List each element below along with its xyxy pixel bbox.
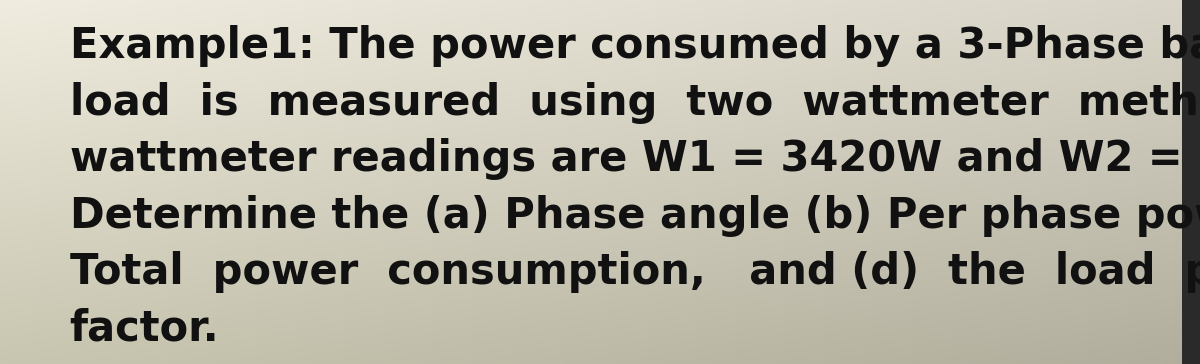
Text: load  is  measured  using  two  wattmeter  method.  The: load is measured using two wattmeter met…	[70, 82, 1200, 124]
Bar	[1182, 0, 1200, 364]
Text: Example1: The power consumed by a 3-Phase balanced: Example1: The power consumed by a 3-Phas…	[70, 25, 1200, 67]
Text: Determine the (a) Phase angle (b) Per phase power (c): Determine the (a) Phase angle (b) Per ph…	[70, 195, 1200, 237]
Text: factor.: factor.	[70, 308, 220, 349]
Text: Total  power  consumption,   and (d)  the  load  power: Total power consumption, and (d) the loa…	[70, 251, 1200, 293]
Text: wattmeter readings are W1 = 3420W and W2 = 1850W.: wattmeter readings are W1 = 3420W and W2…	[70, 138, 1200, 180]
